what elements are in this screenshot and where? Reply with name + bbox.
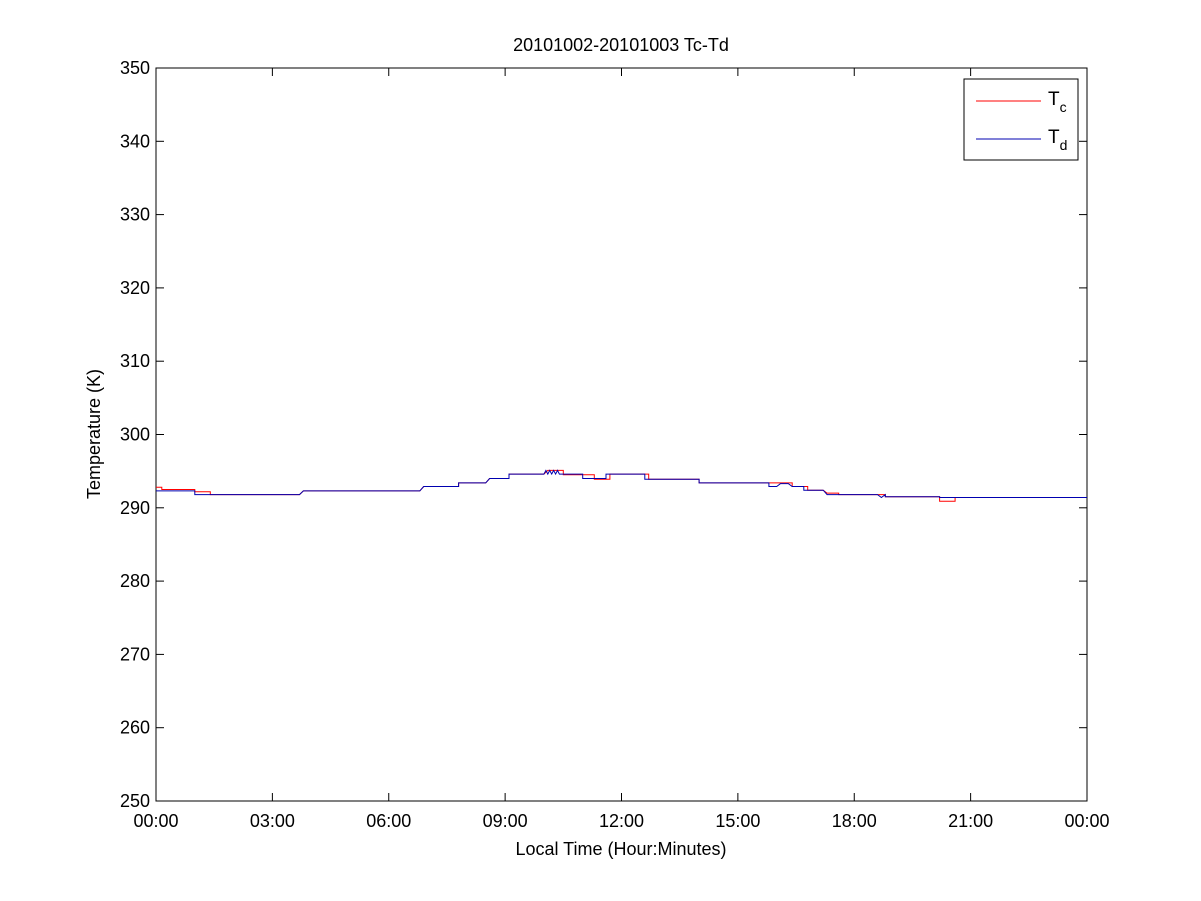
y-tick-label: 270 — [120, 644, 150, 664]
y-tick-label: 260 — [120, 718, 150, 738]
x-axis-title: Local Time (Hour:Minutes) — [515, 839, 726, 859]
legend: Tc Td — [963, 78, 1079, 161]
legend-label-td: Td — [1048, 127, 1067, 153]
legend-label-tc-main: T — [1048, 89, 1060, 110]
plot-frame — [155, 67, 1088, 802]
y-tick-label: 310 — [120, 351, 150, 371]
y-tick-label: 290 — [120, 498, 150, 518]
y-tick-label: 330 — [120, 205, 150, 225]
legend-label-td-main: T — [1048, 127, 1060, 148]
tick-layer: 00:00 03:00 06:00 09:00 12:00 15:00 18:00 21:00… — [120, 58, 1110, 831]
y-tick-label: 320 — [120, 278, 150, 298]
x-tick-label: 18:00 — [832, 811, 877, 831]
x-tick-label: 09:00 — [483, 811, 528, 831]
x-tick-label: 15:00 — [715, 811, 760, 831]
x-tick-label: 00:00 — [133, 811, 178, 831]
y-tick-label: 250 — [120, 791, 150, 811]
legend-label-tc-sub: c — [1060, 99, 1067, 115]
y-tick-label: 340 — [120, 131, 150, 151]
legend-box — [963, 78, 1079, 161]
series-line-td — [156, 469, 1087, 499]
x-tick-label: 06:00 — [366, 811, 411, 831]
plot-area: 00:00 03:00 06:00 09:00 12:00 15:00 18:00 21:00… — [120, 58, 1110, 831]
legend-label-td-sub: d — [1060, 137, 1068, 153]
x-tick-label: 12:00 — [599, 811, 644, 831]
y-tick-label: 350 — [120, 58, 150, 78]
y-tick-label: 300 — [120, 425, 150, 445]
x-tick-label: 21:00 — [948, 811, 993, 831]
series-layer — [156, 469, 1087, 502]
legend-label-tc: Tc — [1048, 89, 1067, 115]
y-tick-label: 280 — [120, 571, 150, 591]
x-tick-label: 00:00 — [1064, 811, 1109, 831]
chart-title: 20101002-20101003 Tc-Td — [513, 35, 729, 55]
y-axis-title: Temperature (K) — [84, 369, 104, 499]
x-tick-label: 03:00 — [250, 811, 295, 831]
